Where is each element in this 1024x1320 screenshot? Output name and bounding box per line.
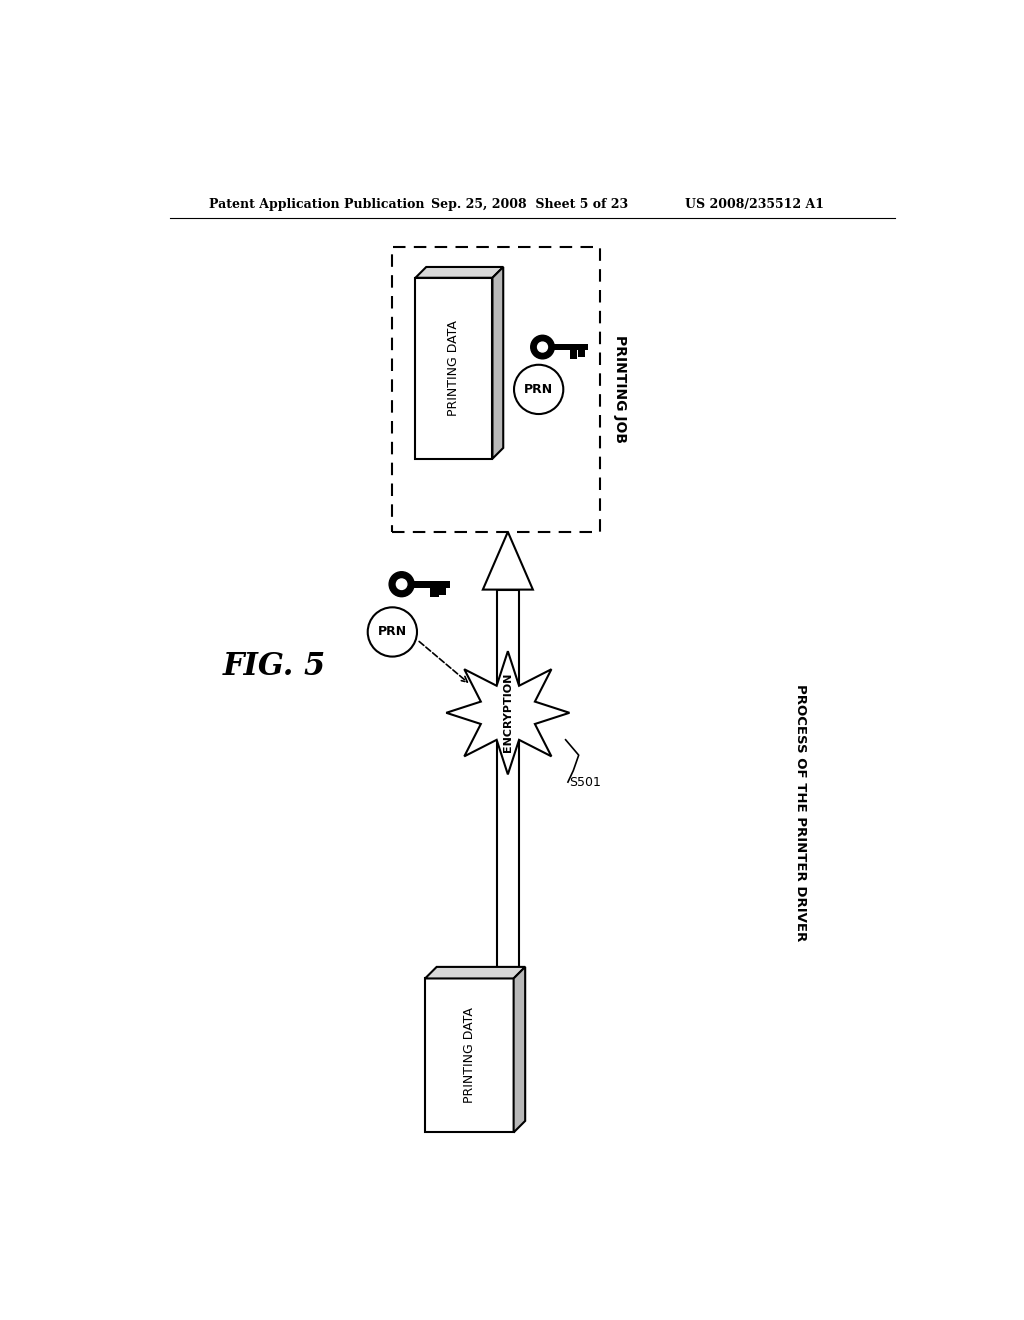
Polygon shape <box>569 350 578 359</box>
Text: FIG. 5: FIG. 5 <box>223 651 327 682</box>
Polygon shape <box>425 978 514 1133</box>
Circle shape <box>538 342 548 352</box>
Polygon shape <box>413 581 451 587</box>
Text: ENCRYPTION: ENCRYPTION <box>503 673 513 752</box>
Polygon shape <box>483 532 532 590</box>
Text: S501: S501 <box>569 776 601 788</box>
Polygon shape <box>430 587 438 598</box>
Polygon shape <box>416 277 493 459</box>
Polygon shape <box>553 343 589 350</box>
Circle shape <box>368 607 417 656</box>
Text: PRN: PRN <box>378 626 407 639</box>
Text: Patent Application Publication: Patent Application Publication <box>209 198 425 211</box>
Polygon shape <box>446 651 569 775</box>
Circle shape <box>389 572 414 597</box>
Polygon shape <box>579 350 585 356</box>
Circle shape <box>514 364 563 414</box>
Polygon shape <box>425 966 525 978</box>
Text: PROCESS OF THE PRINTER DRIVER: PROCESS OF THE PRINTER DRIVER <box>794 684 807 941</box>
Text: US 2008/235512 A1: US 2008/235512 A1 <box>685 198 824 211</box>
Circle shape <box>530 335 554 359</box>
Polygon shape <box>493 267 503 459</box>
Text: PRINTING JOB: PRINTING JOB <box>612 335 627 444</box>
Text: PRINTING DATA: PRINTING DATA <box>463 1007 476 1104</box>
Polygon shape <box>514 966 525 1133</box>
Text: Sep. 25, 2008  Sheet 5 of 23: Sep. 25, 2008 Sheet 5 of 23 <box>431 198 628 211</box>
Circle shape <box>396 579 407 590</box>
Polygon shape <box>439 587 446 594</box>
Text: PRINTING DATA: PRINTING DATA <box>447 321 461 416</box>
Polygon shape <box>497 590 518 974</box>
Polygon shape <box>416 267 503 277</box>
Text: PRN: PRN <box>524 383 553 396</box>
